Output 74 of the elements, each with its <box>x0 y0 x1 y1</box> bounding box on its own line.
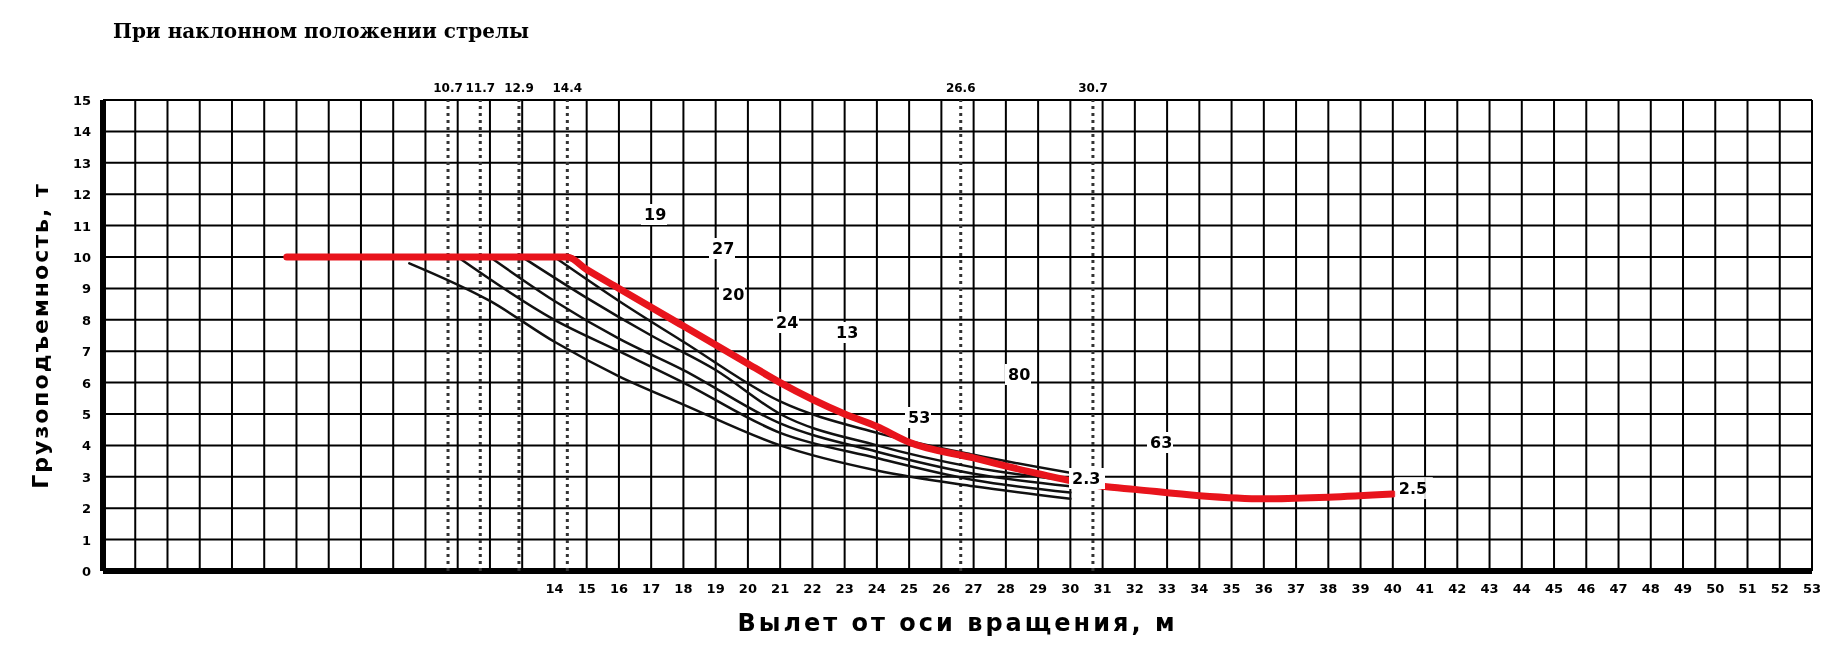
x-tick-label: 52 <box>1770 581 1789 596</box>
x-tick-label: 20 <box>738 581 757 596</box>
x-tick-label: 23 <box>835 581 854 596</box>
chart-title: При наклонном положении стрелы <box>113 19 530 43</box>
annotation: 27 <box>712 239 735 258</box>
y-tick-label: 12 <box>72 187 91 203</box>
y-tick-label: 8 <box>81 312 91 328</box>
annotation: 13 <box>836 323 859 342</box>
x-tick-label: 19 <box>706 581 725 596</box>
x-tick-label: 42 <box>1448 581 1467 596</box>
y-tick-label: 1 <box>81 532 91 548</box>
y-tick-label: 6 <box>81 375 91 391</box>
ref-line-label: 10.7 <box>433 81 463 95</box>
y-tick-label: 0 <box>81 564 91 579</box>
y-tick-label: 2 <box>81 501 91 517</box>
ref-line-label: 14.4 <box>552 81 583 95</box>
x-tick-label: 45 <box>1544 581 1564 596</box>
x-tick-label: 15 <box>577 581 596 596</box>
annotation: 19 <box>644 205 667 224</box>
x-tick-label: 44 <box>1512 581 1531 596</box>
x-tick-label: 33 <box>1158 581 1177 596</box>
y-tick-label: 5 <box>81 407 91 422</box>
x-tick-label: 25 <box>900 581 919 596</box>
x-tick-label: 39 <box>1351 581 1370 596</box>
x-tick-label: 21 <box>771 581 790 596</box>
x-tick-label: 22 <box>803 581 822 596</box>
x-tick-label: 24 <box>867 581 886 596</box>
x-tick-label: 29 <box>1029 581 1048 596</box>
x-tick-label: 34 <box>1190 581 1209 596</box>
x-tick-label: 30 <box>1061 581 1080 596</box>
y-axis-title: Грузоподъемность, т <box>28 182 53 489</box>
x-tick-label: 37 <box>1287 581 1306 596</box>
ref-line-label: 26.6 <box>945 81 976 95</box>
ref-line-label: 11.7 <box>465 81 496 95</box>
x-tick-label: 53 <box>1802 581 1822 596</box>
annotation: 53 <box>908 408 931 427</box>
x-tick-label: 36 <box>1254 581 1273 596</box>
x-tick-label: 50 <box>1706 581 1725 596</box>
x-tick-label: 27 <box>964 581 983 596</box>
annotation: 80 <box>1008 365 1031 384</box>
x-tick-label: 40 <box>1383 581 1402 596</box>
ref-line-label: 30.7 <box>1078 81 1108 95</box>
y-tick-label: 3 <box>81 469 91 485</box>
y-tick-label: 7 <box>81 344 91 360</box>
x-tick-label: 38 <box>1319 581 1338 596</box>
annotation: 63 <box>1150 433 1173 452</box>
y-tick-label: 15 <box>72 93 91 108</box>
x-tick-label: 46 <box>1577 581 1596 596</box>
annotation: 2.5 <box>1398 479 1428 499</box>
y-tick-label: 13 <box>72 155 91 171</box>
y-tick-label: 10 <box>72 250 91 265</box>
x-tick-label: 28 <box>996 581 1015 596</box>
x-tick-label: 14 <box>545 581 564 596</box>
x-tick-label: 43 <box>1480 581 1499 596</box>
x-tick-label: 35 <box>1222 581 1241 596</box>
x-tick-label: 49 <box>1673 581 1693 596</box>
y-tick-label: 4 <box>81 438 91 454</box>
x-tick-label: 32 <box>1125 581 1144 596</box>
x-tick-label: 51 <box>1738 581 1757 596</box>
y-tick-label: 11 <box>72 218 91 234</box>
x-tick-label: 47 <box>1609 581 1628 596</box>
y-tick-label: 14 <box>72 124 91 140</box>
x-tick-label: 26 <box>932 581 951 596</box>
x-tick-label: 41 <box>1416 581 1435 596</box>
annotation: 20 <box>722 285 745 304</box>
x-tick-label: 16 <box>609 581 628 596</box>
x-axis-title: Вылет от оси вращения, м <box>737 609 1178 637</box>
annotation: 24 <box>776 313 799 332</box>
x-tick-label: 18 <box>674 581 693 596</box>
x-tick-label: 48 <box>1641 581 1660 596</box>
y-tick-label: 9 <box>81 281 91 297</box>
ref-line-label: 12.9 <box>504 81 534 95</box>
x-tick-label: 31 <box>1093 581 1112 596</box>
x-tick-label: 17 <box>642 581 661 596</box>
